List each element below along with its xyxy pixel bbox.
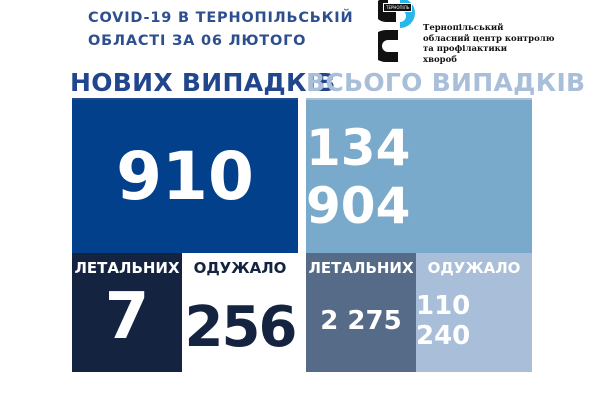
- org-line: та профілактики: [423, 44, 508, 54]
- org-line: Тернопільський: [423, 23, 504, 33]
- total-deaths-label: ЛЕТАЛЬНИХ: [308, 259, 414, 277]
- org-line: хвороб: [423, 54, 457, 65]
- total-cases-heading: ВСЬОГО ВИПАДКІВ: [306, 68, 586, 97]
- new-deaths-panel: ЛЕТАЛЬНИХ 7: [72, 253, 182, 372]
- total-recovered-label: ОДУЖАЛО: [427, 259, 521, 277]
- title-line-1: COVID-19 В ТЕРНОПІЛЬСЬКІЙ: [88, 10, 354, 26]
- title-line-2: ОБЛАСТІ ЗА 06 ЛЮТОГО: [88, 33, 307, 49]
- new-recovered-label: ОДУЖАЛО: [193, 259, 287, 277]
- new-cases-value: 910: [72, 100, 298, 253]
- new-recovered-value: 256: [184, 294, 298, 360]
- new-cases-heading: НОВИХ ВИПАДКІВ: [70, 68, 336, 97]
- new-deaths-label: ЛЕТАЛЬНИХ: [74, 259, 180, 277]
- total-deaths-value: 2 275: [320, 306, 402, 336]
- total-deaths-panel: ЛЕТАЛЬНИХ 2 275: [306, 253, 416, 372]
- total-recovered-panel: ОДУЖАЛО 110 240: [416, 253, 532, 372]
- divider: [306, 98, 532, 100]
- org-name: Тернопільський обласний центр контролю т…: [423, 23, 555, 65]
- logo: ТЕРНОПІЛЬ: [370, 0, 423, 72]
- total-recovered-value: 110 240: [416, 291, 471, 351]
- divider: [72, 98, 298, 100]
- logo-badge: ТЕРНОПІЛЬ: [383, 3, 413, 12]
- total-cases-value: 134 904: [306, 100, 532, 253]
- new-deaths-value: 7: [104, 280, 150, 354]
- org-line: обласний центр контролю: [423, 33, 555, 44]
- new-recovered-panel: ОДУЖАЛО 256: [182, 253, 298, 372]
